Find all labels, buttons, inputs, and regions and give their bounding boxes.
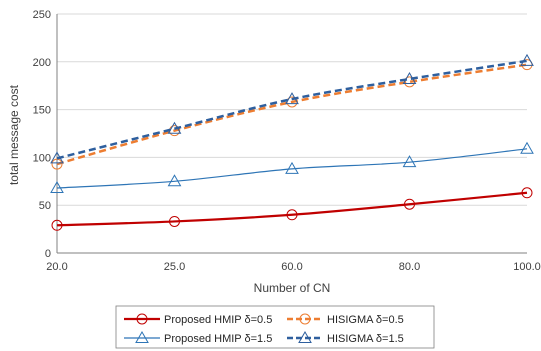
data-point xyxy=(404,198,415,210)
data-point xyxy=(402,72,417,85)
legend-item-4: HISIGMA δ=1.5 xyxy=(287,330,404,345)
y-tick-label: 250 xyxy=(33,9,51,21)
series-line xyxy=(56,148,528,189)
data-point xyxy=(50,180,64,193)
gridlines xyxy=(57,13,527,206)
series-2 xyxy=(51,59,533,170)
legend-label: Proposed HMIP δ=1.5 xyxy=(164,333,272,345)
series-line xyxy=(56,63,528,166)
data-point xyxy=(520,53,534,66)
legend-marker xyxy=(136,313,148,325)
x-tick-label: 60.0 xyxy=(281,261,302,273)
legend-marker xyxy=(299,313,311,325)
legend-label: HISIGMA δ=0.5 xyxy=(327,314,404,326)
x-tick-label: 100.0 xyxy=(513,261,541,273)
legend-item-3: Proposed HMIP δ=1.5 xyxy=(124,330,272,345)
x-tick-label: 25.0 xyxy=(164,261,185,273)
legend-label: Proposed HMIP δ=0.5 xyxy=(164,314,272,326)
series-line xyxy=(56,59,528,160)
x-tick-label: 20.0 xyxy=(46,261,67,273)
y-tick-label: 200 xyxy=(33,57,51,69)
series-3 xyxy=(50,141,534,193)
series-1 xyxy=(51,187,533,231)
legend-marker xyxy=(298,330,312,343)
legend: Proposed HMIP δ=0.5 HISIGMA δ=0.5 Proposed… xyxy=(115,305,435,349)
data-point xyxy=(286,209,298,221)
y-axis-title: total message cost xyxy=(7,84,21,185)
data-point xyxy=(169,215,180,227)
series-line xyxy=(56,191,528,227)
data-point xyxy=(51,158,63,170)
legend-box xyxy=(115,305,435,349)
data-point xyxy=(51,219,63,231)
series-4 xyxy=(50,53,534,164)
legend-label: HISIGMA δ=1.5 xyxy=(327,333,404,345)
data-point xyxy=(521,59,533,71)
data-point xyxy=(167,174,182,187)
y-tick-label: 0 xyxy=(45,248,51,260)
data-point xyxy=(285,161,299,174)
y-tick-label: 150 xyxy=(33,105,51,117)
legend-item-1: Proposed HMIP δ=0.5 xyxy=(124,313,272,326)
x-axis-title: Number of CN xyxy=(254,281,331,295)
data-point xyxy=(520,141,534,154)
legend-item-2: HISIGMA δ=0.5 xyxy=(287,313,404,326)
chart-axes: 0 50 100 150 200 250 20.0 25.0 60.0 80.0 100.0 xyxy=(33,9,541,273)
data-point xyxy=(50,151,64,164)
series-group xyxy=(50,53,534,231)
data-point xyxy=(521,187,533,199)
data-point xyxy=(285,92,299,105)
y-tick-label: 50 xyxy=(39,200,51,212)
x-tick-label: 80.0 xyxy=(399,261,420,273)
y-tick-label: 100 xyxy=(33,152,51,164)
data-point xyxy=(167,121,182,134)
legend-marker xyxy=(135,330,149,343)
data-point xyxy=(402,155,417,168)
